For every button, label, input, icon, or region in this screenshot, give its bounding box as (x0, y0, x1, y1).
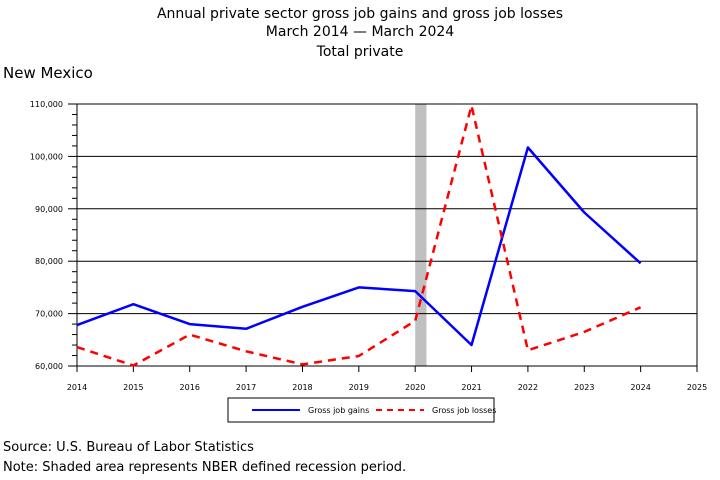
recession-shading-layer (415, 104, 427, 366)
x-tick-label: 2014 (67, 383, 87, 392)
axes: 60,000 70,000 80,000 90,000 100,000 110,000 20… (30, 100, 707, 392)
y-tick-label: 100,000 (30, 152, 63, 161)
x-tick-label: 2024 (630, 383, 650, 392)
x-tick-label: 2015 (123, 383, 143, 392)
gridlines (77, 103, 697, 367)
recession-band (415, 104, 427, 366)
plot-frame (76, 103, 698, 367)
x-tick-label: 2018 (292, 383, 312, 392)
chart-title-line-2: March 2014 — March 2024 (265, 24, 455, 40)
series-lines (76, 104, 642, 367)
legend-label: Gross job losses (432, 406, 496, 415)
chart-title-line-1: Annual private sector gross job gains an… (156, 6, 564, 22)
x-tick-label: 2016 (180, 383, 200, 392)
y-tick-label: 60,000 (35, 362, 63, 371)
line-chart: 60,000 70,000 80,000 90,000 100,000 110,000 20… (30, 100, 707, 423)
region-label: New Mexico (3, 64, 93, 82)
y-tick-label: 90,000 (35, 205, 63, 214)
source-note: Source: U.S. Bureau of Labor Statistics (3, 440, 254, 455)
series-line-gross-job-gains (76, 146, 642, 347)
recession-note: Note: Shaded area represents NBER define… (3, 460, 407, 475)
x-tick-label: 2023 (574, 383, 594, 392)
x-tick-label: 2019 (349, 383, 369, 392)
legend: Gross job gains Gross job losses (227, 397, 496, 423)
x-tick-label: 2022 (518, 383, 538, 392)
x-tick-label: 2017 (236, 383, 256, 392)
x-tick-label: 2020 (405, 383, 425, 392)
legend-label: Gross job gains (308, 406, 369, 415)
x-tick-label: 2021 (461, 383, 481, 392)
series-line-gross-job-losses (76, 104, 642, 367)
chart-title-line-3: Total private (316, 44, 404, 60)
y-tick-label: 70,000 (35, 310, 63, 319)
y-tick-label: 80,000 (35, 257, 63, 266)
y-tick-label: 110,000 (30, 100, 63, 109)
x-tick-label: 2025 (687, 383, 707, 392)
